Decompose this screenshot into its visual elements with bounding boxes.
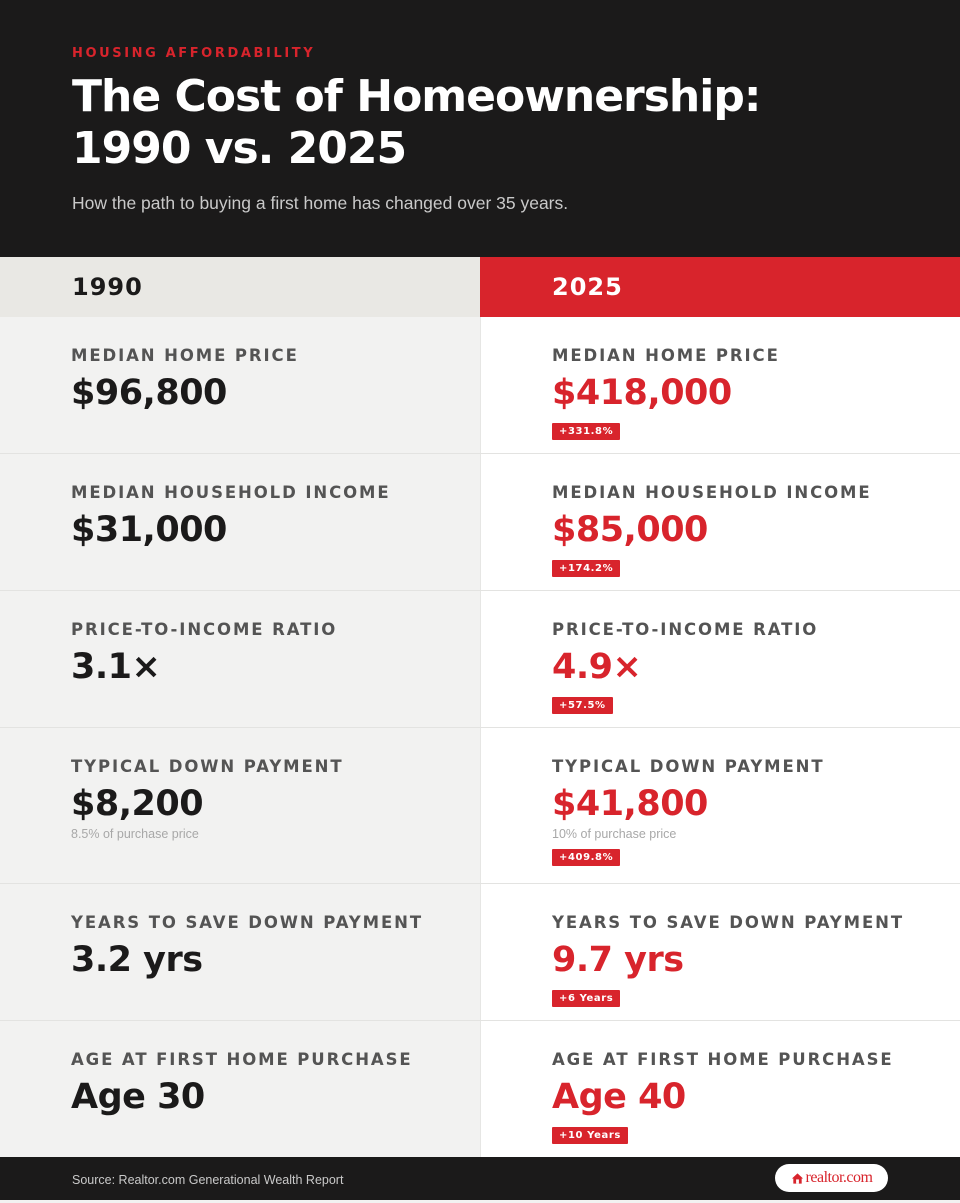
- metric-label: TYPICAL DOWN PAYMENT: [552, 757, 825, 776]
- realtor-logo[interactable]: realtor.com: [775, 1164, 888, 1192]
- metric-label: MEDIAN HOME PRICE: [552, 346, 780, 365]
- change-badge: +174.2%: [552, 560, 621, 577]
- metric-value: 3.2 yrs: [71, 940, 203, 980]
- metric-value: 3.1×: [71, 647, 161, 687]
- metric-label: AGE AT FIRST HOME PURCHASE: [552, 1050, 894, 1069]
- change-badge: +57.5%: [552, 697, 613, 714]
- title-line-2: 1990 vs. 2025: [72, 123, 407, 174]
- metric-value: 4.9×: [552, 647, 642, 687]
- metric-label: YEARS TO SAVE DOWN PAYMENT: [71, 913, 424, 932]
- metric-value: $418,000: [552, 373, 732, 413]
- change-badge: +409.8%: [552, 849, 621, 866]
- change-badge: +6 Years: [552, 990, 621, 1007]
- column-header-2025: 2025: [480, 257, 960, 317]
- metric-value: $41,800: [552, 784, 708, 824]
- change-badge: +331.8%: [552, 423, 621, 440]
- table-row: YEARS TO SAVE DOWN PAYMENT 3.2 yrs YEARS…: [0, 884, 960, 1021]
- house-icon: [791, 1172, 803, 1184]
- metric-label: MEDIAN HOUSEHOLD INCOME: [71, 483, 391, 502]
- metric-label: MEDIAN HOUSEHOLD INCOME: [552, 483, 872, 502]
- metric-value: Age 30: [71, 1077, 205, 1117]
- metric-value: Age 40: [552, 1077, 686, 1117]
- cell-1990: YEARS TO SAVE DOWN PAYMENT 3.2 yrs: [0, 884, 480, 1020]
- metric-label: AGE AT FIRST HOME PURCHASE: [71, 1050, 413, 1069]
- table-row: TYPICAL DOWN PAYMENT $8,200 8.5% of purc…: [0, 728, 960, 884]
- subtitle: How the path to buying a first home has …: [72, 193, 569, 213]
- cell-1990: TYPICAL DOWN PAYMENT $8,200 8.5% of purc…: [0, 728, 480, 883]
- metric-label: MEDIAN HOME PRICE: [71, 346, 299, 365]
- cell-1990: PRICE-TO-INCOME RATIO 3.1×: [0, 591, 480, 727]
- metric-value: 9.7 yrs: [552, 940, 684, 980]
- metric-note: 8.5% of purchase price: [71, 827, 199, 841]
- page-title: The Cost of Homeownership: 1990 vs. 2025: [72, 71, 888, 175]
- metric-note: 10% of purchase price: [552, 827, 677, 841]
- source-text: Source: Realtor.com Generational Wealth …: [72, 1173, 344, 1187]
- eyebrow: HOUSING AFFORDABILITY: [72, 46, 316, 61]
- column-headers: 1990 2025: [0, 257, 960, 317]
- cell-2025: YEARS TO SAVE DOWN PAYMENT 9.7 yrs +6 Ye…: [480, 884, 960, 1020]
- metric-label: PRICE-TO-INCOME RATIO: [552, 620, 819, 639]
- cell-1990: AGE AT FIRST HOME PURCHASE Age 30: [0, 1021, 480, 1157]
- column-header-1990: 1990: [0, 257, 480, 317]
- logo-text: realtor.com: [805, 1169, 873, 1186]
- metric-label: YEARS TO SAVE DOWN PAYMENT: [552, 913, 905, 932]
- cell-2025: TYPICAL DOWN PAYMENT $41,800 10% of purc…: [480, 728, 960, 883]
- metric-label: TYPICAL DOWN PAYMENT: [71, 757, 344, 776]
- metric-value: $85,000: [552, 510, 708, 550]
- cell-1990: MEDIAN HOME PRICE $96,800: [0, 317, 480, 453]
- table-row: PRICE-TO-INCOME RATIO 3.1× PRICE-TO-INCO…: [0, 591, 960, 728]
- cell-2025: AGE AT FIRST HOME PURCHASE Age 40 +10 Ye…: [480, 1021, 960, 1157]
- metric-value: $96,800: [71, 373, 227, 413]
- cell-2025: PRICE-TO-INCOME RATIO 4.9× +57.5%: [480, 591, 960, 727]
- table-row: AGE AT FIRST HOME PURCHASE Age 30 AGE AT…: [0, 1021, 960, 1157]
- cell-1990: MEDIAN HOUSEHOLD INCOME $31,000: [0, 454, 480, 590]
- change-badge: +10 Years: [552, 1127, 628, 1144]
- table-row: MEDIAN HOME PRICE $96,800 MEDIAN HOME PR…: [0, 317, 960, 454]
- table-row: MEDIAN HOUSEHOLD INCOME $31,000 MEDIAN H…: [0, 454, 960, 591]
- cell-2025: MEDIAN HOME PRICE $418,000 +331.8%: [480, 317, 960, 453]
- title-line-1: The Cost of Homeownership:: [72, 71, 761, 122]
- metric-value: $31,000: [71, 510, 227, 550]
- metric-value: $8,200: [71, 784, 204, 824]
- comparison-table: MEDIAN HOME PRICE $96,800 MEDIAN HOME PR…: [0, 317, 960, 1157]
- footer: Source: Realtor.com Generational Wealth …: [0, 1157, 960, 1200]
- metric-label: PRICE-TO-INCOME RATIO: [71, 620, 338, 639]
- header: HOUSING AFFORDABILITY The Cost of Homeow…: [0, 0, 960, 257]
- cell-2025: MEDIAN HOUSEHOLD INCOME $85,000 +174.2%: [480, 454, 960, 590]
